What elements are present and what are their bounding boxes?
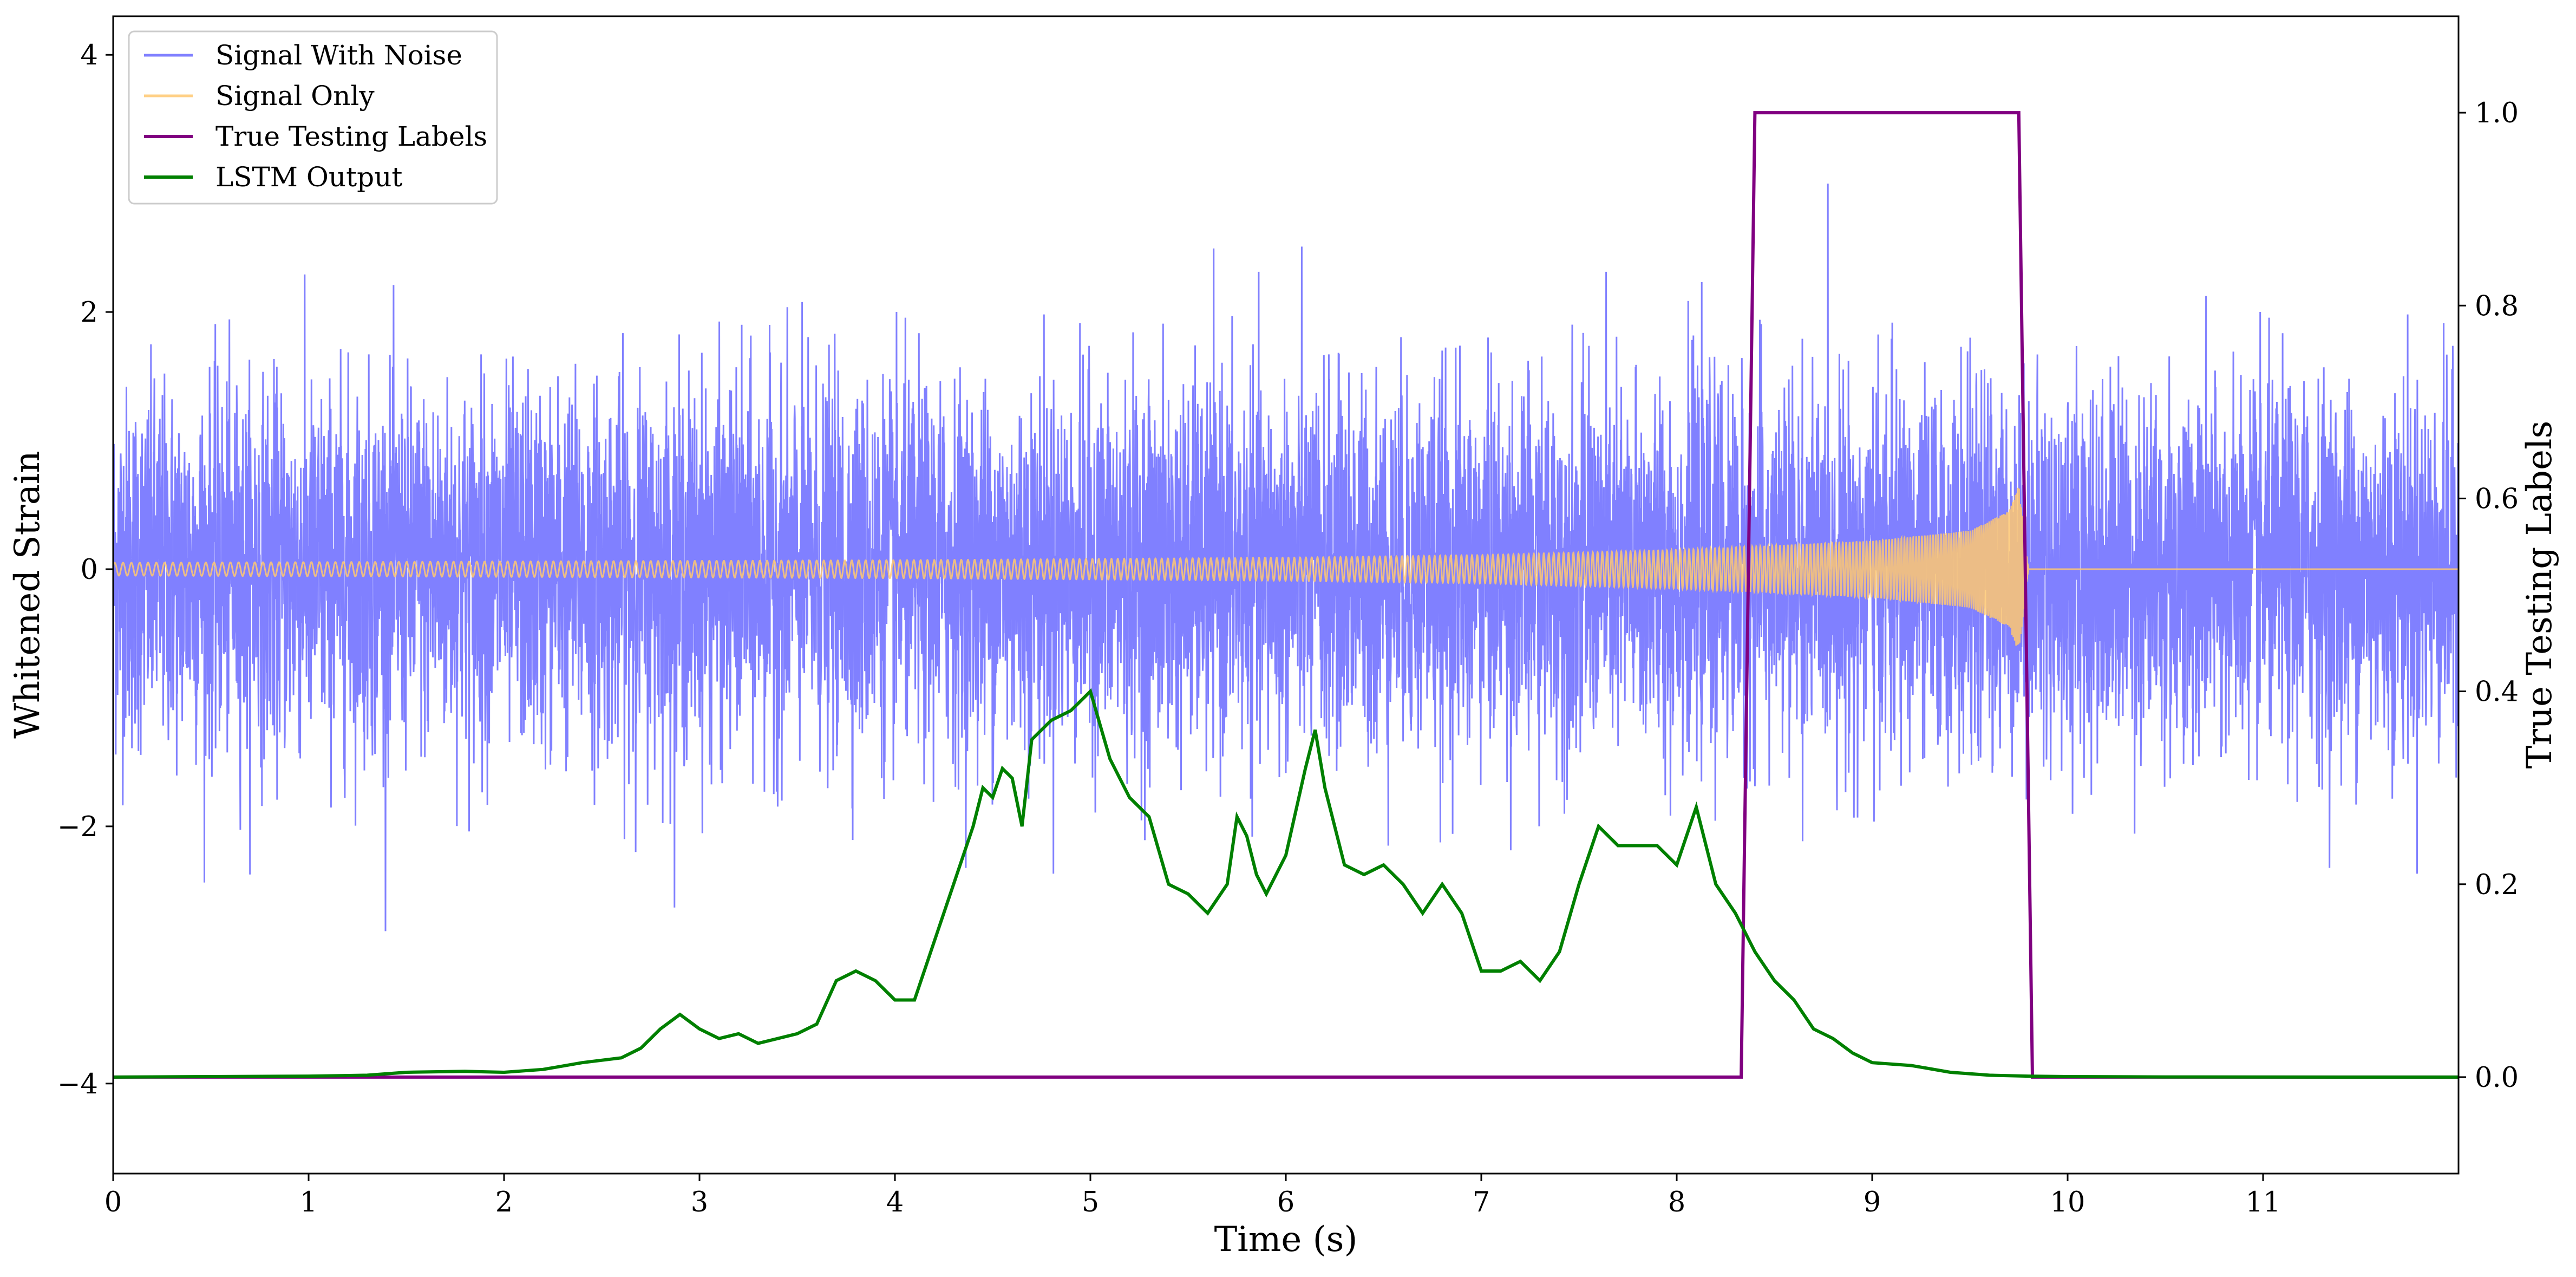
y-tick-label: 4	[81, 40, 98, 71]
x-tick-label: 2	[495, 1187, 513, 1219]
y-right-tick-label: 0.8	[2475, 290, 2519, 322]
y-tick-label: −2	[57, 811, 98, 843]
plot-area	[113, 111, 2459, 1079]
x-tick-label: 9	[1864, 1187, 1881, 1219]
series-signal-only	[113, 487, 2459, 646]
y-right-tick-label: 0.4	[2475, 676, 2519, 708]
y-axis-right-title: True Testing Labels	[2520, 421, 2560, 769]
y-right-tick-label: 0.6	[2475, 483, 2519, 515]
y-right-tick-label: 0.0	[2475, 1062, 2519, 1094]
x-tick-label: 11	[2246, 1187, 2281, 1219]
x-tick-label: 5	[1082, 1187, 1099, 1219]
x-tick-label: 7	[1473, 1187, 1490, 1219]
y-tick-label: 0	[81, 554, 98, 586]
y-tick-label: 2	[81, 297, 98, 329]
x-tick-label: 4	[886, 1187, 904, 1219]
y-tick-label: −4	[57, 1068, 98, 1100]
x-tick-label: 3	[691, 1187, 708, 1219]
legend: Signal With Noise Signal Only True Testing…	[128, 30, 498, 205]
legend-label: True Testing Labels	[215, 121, 487, 152]
series-lstm-output	[113, 688, 2459, 1079]
x-axis-title: Time (s)	[1214, 1220, 1358, 1260]
x-tick-label: 10	[2050, 1187, 2085, 1219]
y-axis-title: Whitened Strain	[8, 451, 48, 738]
x-tick-label: 1	[300, 1187, 317, 1219]
axes: 0 1 2 3 4 5 6 7 8 9 10 11 4 2 0 −2 −4 1.0 0.8 0.6 0.4 0.2 0.0	[57, 15, 2519, 1219]
legend-label: LSTM Output	[215, 161, 402, 193]
x-tick-label: 0	[104, 1187, 122, 1219]
y-right-tick-label: 0.2	[2475, 869, 2519, 901]
legend-label: Signal With Noise	[215, 40, 462, 71]
x-tick-label: 8	[1668, 1187, 1685, 1219]
y-right-tick-label: 1.0	[2475, 97, 2519, 129]
legend-label: Signal Only	[215, 80, 375, 112]
x-tick-label: 6	[1277, 1187, 1294, 1219]
legend-box	[128, 30, 498, 205]
